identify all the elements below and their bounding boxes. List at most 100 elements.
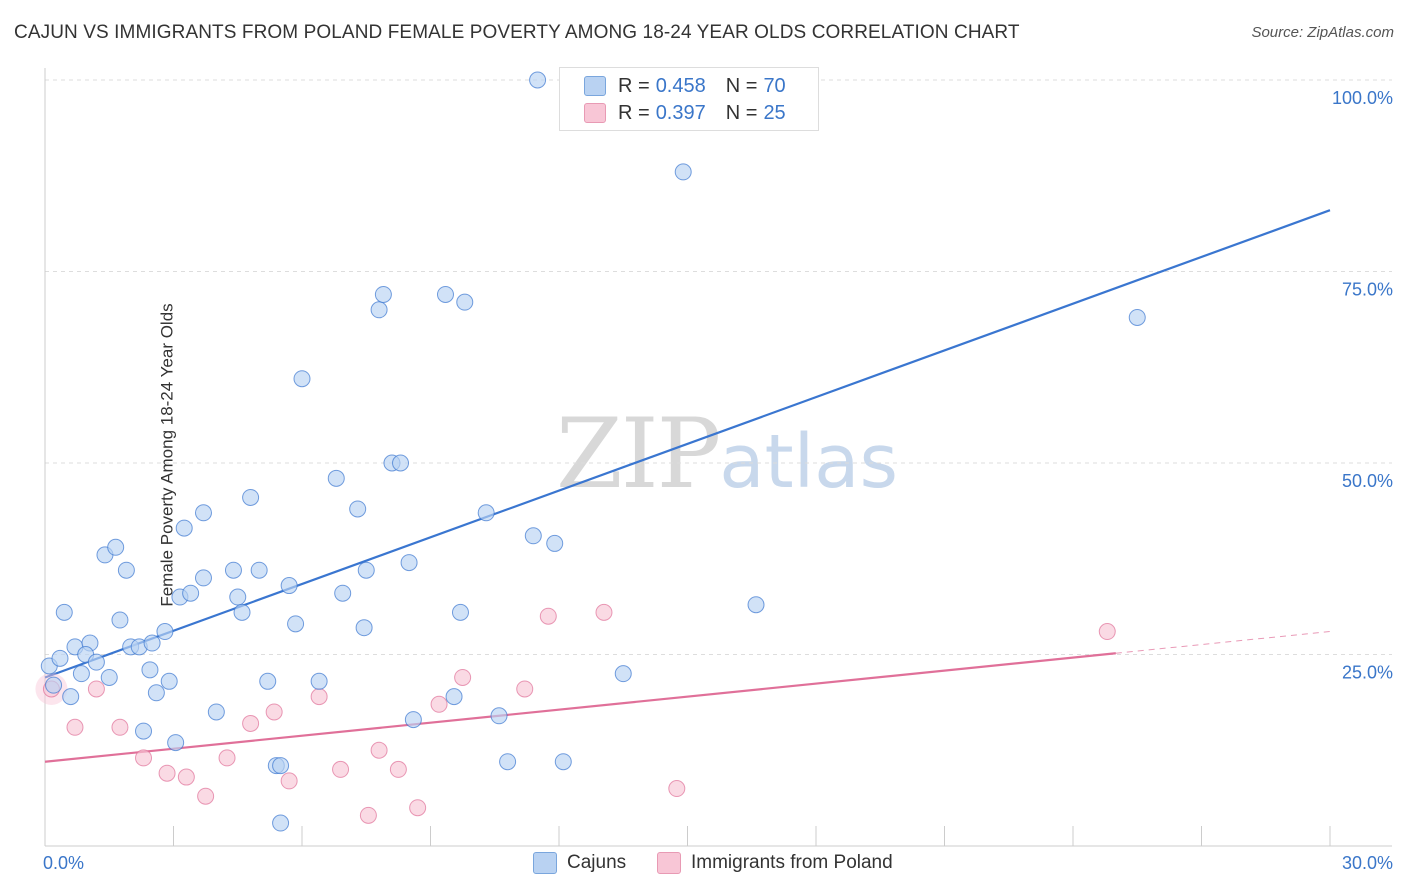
cajuns-point bbox=[310, 672, 328, 690]
poland-point bbox=[87, 680, 105, 698]
poland-point bbox=[158, 764, 176, 782]
poland-point bbox=[242, 714, 260, 732]
cajuns-point bbox=[160, 672, 178, 690]
trend-line-cajuns bbox=[44, 209, 1331, 679]
poland-point bbox=[409, 799, 427, 817]
cajuns-point bbox=[554, 753, 572, 771]
poland-point bbox=[177, 768, 195, 786]
y-tick-label: 50.0% bbox=[1342, 471, 1393, 491]
cajuns-point bbox=[456, 293, 474, 311]
x-tick-label: 30.0% bbox=[1342, 853, 1393, 873]
r-label: R = bbox=[618, 74, 650, 97]
trend-line-poland bbox=[44, 652, 1116, 763]
cajuns-swatch bbox=[584, 76, 606, 96]
trend-line-extension bbox=[1115, 631, 1331, 654]
cajuns-point bbox=[477, 504, 495, 522]
trend-lines bbox=[44, 209, 1331, 763]
cajuns-point bbox=[45, 676, 63, 694]
cajuns-point bbox=[250, 561, 268, 579]
watermark-zip: ZIP bbox=[556, 398, 721, 510]
poland-point bbox=[218, 749, 236, 767]
cajuns-point bbox=[224, 561, 242, 579]
cajuns-point bbox=[100, 668, 118, 686]
cajuns-point bbox=[229, 588, 247, 606]
n-value: 70 bbox=[763, 74, 786, 97]
watermark-atlas: atlas bbox=[719, 419, 899, 505]
cajuns-point bbox=[355, 619, 373, 637]
source-label: Source: ZipAtlas.com bbox=[1251, 24, 1394, 41]
x-tick-label: 0.0% bbox=[43, 853, 84, 873]
cajuns-point bbox=[490, 707, 508, 725]
cajuns-point bbox=[141, 661, 159, 679]
poland-point bbox=[332, 760, 350, 778]
cajuns-point bbox=[143, 634, 161, 652]
data-points bbox=[35, 71, 1146, 832]
cajuns-point bbox=[135, 722, 153, 740]
poland-point bbox=[516, 680, 534, 698]
cajuns-point bbox=[156, 623, 174, 641]
cajuns-point bbox=[327, 469, 345, 487]
cajuns-point bbox=[287, 615, 305, 633]
poland-point bbox=[310, 688, 328, 706]
cajuns-point bbox=[614, 665, 632, 683]
cajuns-point bbox=[499, 753, 517, 771]
cajuns-point bbox=[182, 584, 200, 602]
poland-point bbox=[111, 718, 129, 736]
cajuns-point bbox=[445, 688, 463, 706]
cajuns-point bbox=[259, 672, 277, 690]
cajuns-point bbox=[272, 814, 290, 832]
series-legend: Cajuns Immigrants from Poland bbox=[0, 852, 1406, 878]
cajuns-point bbox=[51, 649, 69, 667]
poland-point bbox=[370, 741, 388, 759]
poland-point bbox=[1098, 623, 1116, 641]
r-label: R = bbox=[618, 101, 650, 124]
r-value: 0.397 bbox=[655, 101, 706, 124]
cajuns-point bbox=[357, 561, 375, 579]
n-label: N = bbox=[725, 74, 758, 97]
poland-point bbox=[280, 772, 298, 790]
cajuns-point bbox=[529, 71, 547, 89]
cajuns-point bbox=[117, 561, 135, 579]
legend-row-poland: R = 0.397 N = 25 bbox=[584, 100, 786, 126]
cajuns-point bbox=[546, 534, 564, 552]
grid bbox=[45, 79, 1392, 655]
cajuns-point bbox=[175, 519, 193, 537]
tick-labels: 25.0% 50.0% 75.0% 100.0% 0.0% 30.0% bbox=[43, 88, 1393, 873]
cajuns-point bbox=[392, 454, 410, 472]
y-axis-label-wrap: Female Poverty Among 18-24 Year Olds bbox=[0, 0, 177, 892]
cajuns-point bbox=[349, 500, 367, 518]
cajuns-point bbox=[62, 688, 80, 706]
cajuns-point bbox=[107, 538, 125, 556]
y-tick-label: 75.0% bbox=[1342, 280, 1393, 300]
cajuns-point bbox=[436, 285, 454, 303]
poland-legend-label: Immigrants from Poland bbox=[691, 852, 893, 873]
legend-item-poland: Immigrants from Poland bbox=[657, 852, 893, 874]
poland-point bbox=[389, 760, 407, 778]
poland-point bbox=[135, 749, 153, 767]
poland-point bbox=[430, 695, 448, 713]
y-tick-label: 25.0% bbox=[1342, 663, 1393, 683]
cajuns-point bbox=[451, 603, 469, 621]
r-value: 0.458 bbox=[655, 74, 706, 97]
cajuns-point bbox=[87, 653, 105, 671]
legend-item-cajuns: Cajuns bbox=[533, 852, 626, 874]
legend-row-cajuns: R = 0.458 N = 70 bbox=[584, 73, 786, 99]
poland-point bbox=[265, 703, 283, 721]
n-label: N = bbox=[725, 101, 758, 124]
cajuns-point bbox=[293, 370, 311, 388]
poland-point bbox=[595, 603, 613, 621]
cajuns-point bbox=[400, 554, 418, 572]
cajuns-point bbox=[374, 285, 392, 303]
cajuns-point bbox=[207, 703, 225, 721]
cajuns-legend-swatch bbox=[533, 852, 557, 874]
axes bbox=[44, 68, 1392, 847]
correlation-legend: R = 0.458 N = 70 R = 0.397 N = 25 bbox=[559, 67, 819, 131]
poland-point bbox=[668, 780, 686, 798]
poland-point bbox=[454, 668, 472, 686]
cajuns-point bbox=[72, 665, 90, 683]
cajuns-point bbox=[242, 488, 260, 506]
cajuns-point bbox=[194, 504, 212, 522]
poland-legend-swatch bbox=[657, 852, 681, 874]
y-tick-label: 100.0% bbox=[1332, 88, 1393, 108]
